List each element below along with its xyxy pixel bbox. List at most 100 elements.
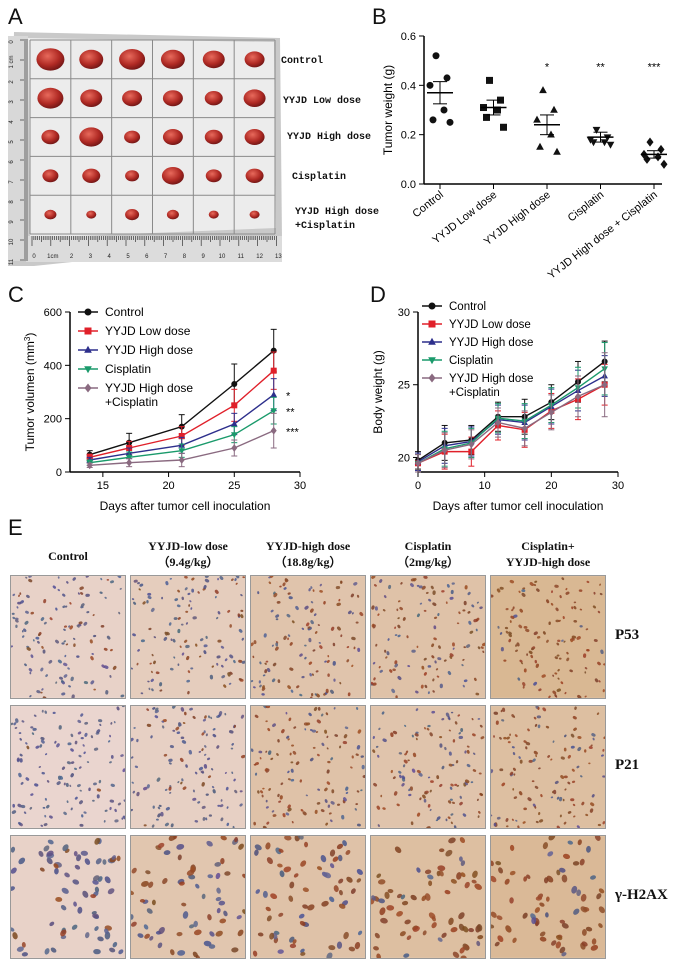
cell-nucleus [57,659,62,664]
cell-nucleus [331,789,335,794]
cell-nucleus [214,862,222,867]
cell-nucleus [302,811,307,816]
cell-nucleus [507,741,511,744]
cell-nucleus [397,617,400,620]
cell-nucleus [275,618,279,621]
cell-nucleus [380,794,383,798]
cell-nucleus [215,930,223,937]
cell-nucleus [25,742,28,745]
cell-nucleus [450,783,454,787]
cell-nucleus [65,782,69,787]
cell-nucleus [308,588,311,592]
cell-nucleus [153,636,157,639]
cell-nucleus [277,793,280,798]
cell-nucleus [559,946,566,954]
cell-nucleus [571,606,574,610]
cell-nucleus [564,691,567,695]
data-point [547,130,555,138]
cell-nucleus [93,635,97,637]
panel-letter-a: A [8,4,23,29]
cell-nucleus [285,812,290,816]
cell-nucleus [220,799,223,802]
cell-nucleus [104,876,111,884]
cell-nucleus [32,639,35,642]
cell-nucleus [29,695,32,698]
cell-nucleus [265,660,269,663]
cell-nucleus [79,789,82,792]
cell-nucleus [397,675,402,681]
x-tick-label: 10 [479,480,491,492]
cell-nucleus [265,906,271,912]
cell-nucleus [287,804,291,809]
cell-nucleus [116,855,121,862]
cell-nucleus [236,915,242,920]
cell-nucleus [212,733,217,738]
cell-nucleus [554,694,557,698]
cell-nucleus [424,869,432,875]
cell-nucleus [139,898,146,903]
cell-nucleus [346,659,350,663]
cell-nucleus [290,761,294,764]
cell-nucleus [157,813,161,818]
cell-nucleus [11,846,16,853]
cell-nucleus [164,822,169,827]
cell-nucleus [379,669,383,673]
tumor [244,129,265,145]
cell-nucleus [449,653,454,657]
cell-nucleus [262,825,267,828]
cell-nucleus [86,611,90,614]
cell-nucleus [216,887,221,894]
cell-nucleus [98,779,102,784]
cell-nucleus [418,772,423,777]
cell-nucleus [404,919,411,925]
cell-nucleus [582,653,587,658]
cell-nucleus [21,942,26,948]
cell-nucleus [80,736,84,740]
cell-nucleus [270,609,274,613]
cell-nucleus [429,732,433,737]
cell-nucleus [62,844,69,852]
cell-nucleus [192,616,197,620]
ruler-label: 10 [9,238,15,245]
cell-nucleus [302,887,309,893]
cell-nucleus [103,665,109,669]
data-point [589,139,598,147]
cell-nucleus [471,718,474,721]
cell-nucleus [104,928,109,935]
cell-nucleus [535,663,539,668]
cell-nucleus [356,878,362,883]
cell-nucleus [31,732,35,735]
cell-nucleus [405,750,409,754]
x-tick-label: 20 [162,480,174,492]
cell-nucleus [264,662,267,665]
cell-nucleus [12,932,18,940]
cell-nucleus [46,857,53,865]
cell-nucleus [146,908,153,914]
cell-nucleus [343,797,347,802]
cell-nucleus [12,803,16,808]
cell-nucleus [181,652,185,656]
cell-nucleus [556,688,561,692]
cell-nucleus [141,880,149,887]
cell-nucleus [159,689,163,692]
cell-nucleus [110,755,114,759]
cell-nucleus [539,936,547,942]
cell-nucleus [563,775,568,779]
tumor [245,168,264,183]
panel-letter-c: C [8,282,24,307]
cell-nucleus [11,722,14,726]
cell-nucleus [476,798,479,802]
cell-nucleus [28,578,33,583]
cell-nucleus [189,600,192,603]
cell-nucleus [432,690,435,693]
cell-nucleus [23,811,27,814]
cell-nucleus [224,712,227,716]
cell-nucleus [78,766,82,769]
cell-nucleus [586,580,590,584]
cell-nucleus [427,776,431,779]
cell-nucleus [569,669,573,673]
cell-nucleus [316,753,320,757]
cell-nucleus [148,687,151,691]
cell-nucleus [291,744,295,747]
ihc-image [10,575,126,699]
